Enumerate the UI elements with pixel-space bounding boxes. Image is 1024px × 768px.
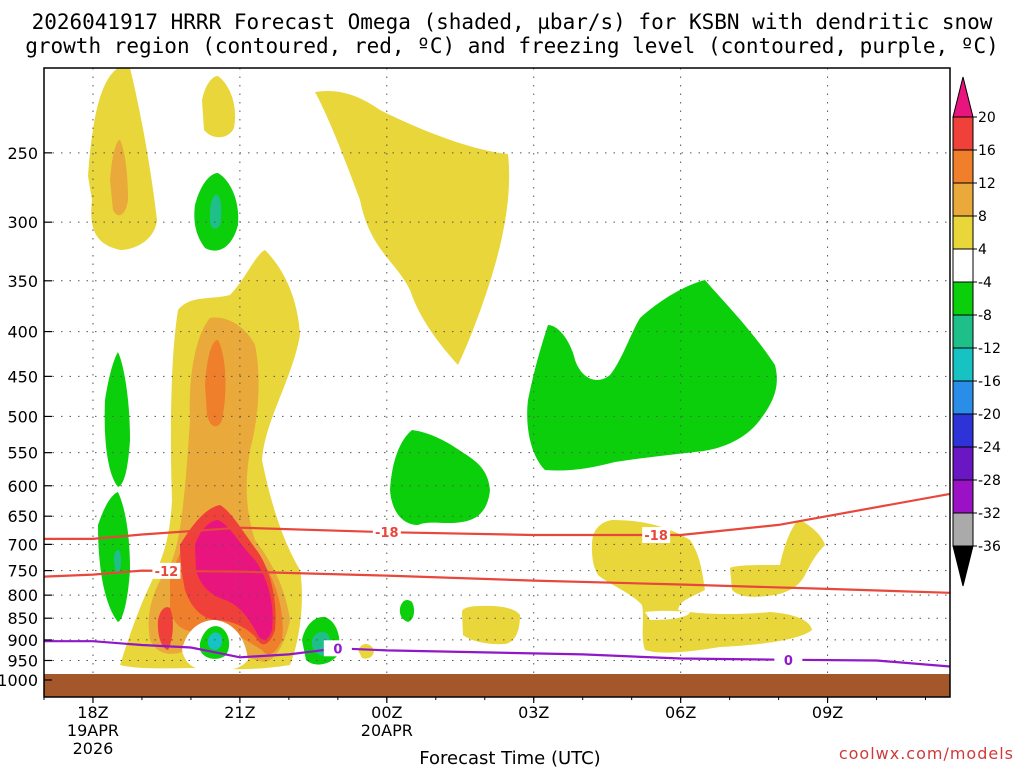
contour-label: -12 — [155, 565, 179, 580]
y-tick-label: 900 — [7, 631, 38, 650]
colorbar-label: -4 — [978, 275, 992, 291]
contour-line — [44, 569, 950, 594]
omega-region — [399, 600, 415, 622]
colorbar-top-arrow — [952, 76, 974, 118]
y-tick-label: 850 — [7, 609, 38, 628]
omega-region — [462, 605, 520, 645]
y-tick-label: 700 — [7, 535, 38, 554]
x-tick-sublabel: 19APR — [67, 721, 119, 740]
contour-label: 0 — [333, 642, 342, 657]
y-tick-label: 600 — [7, 477, 38, 496]
ground-surface — [44, 674, 950, 697]
y-tick-label: 1000 — [0, 671, 38, 690]
x-tick-label: 09Z — [812, 703, 843, 722]
colorbar-label: -20 — [978, 407, 1001, 423]
colorbar-label: -36 — [978, 539, 1001, 555]
colorbar-swatch — [952, 281, 974, 316]
contour-label: -18 — [644, 529, 668, 544]
x-tick-label: 21Z — [224, 703, 255, 722]
colorbar-label: -16 — [978, 374, 1001, 390]
chart-title-line-2: growth region (contoured, red, ºC) and f… — [25, 34, 999, 58]
grid-lines — [44, 68, 950, 697]
colorbar-swatch — [952, 149, 974, 184]
colorbar: 20 16 12 8 4 -4 -8 -12 -16 -20 -24 -28 -32 -36 — [952, 76, 1001, 587]
omega-region — [358, 644, 374, 659]
colorbar-label: 4 — [978, 242, 987, 258]
x-tick-label: 00Z — [371, 703, 402, 722]
omega-region — [730, 520, 825, 597]
omega-region — [110, 140, 128, 216]
y-tick-label: 450 — [7, 367, 38, 386]
y-tick-label: 800 — [7, 586, 38, 605]
contour-label: 0 — [784, 654, 793, 669]
colorbar-swatch — [952, 446, 974, 481]
colorbar-label: 20 — [978, 110, 996, 126]
x-tick-sublabel: 20APR — [361, 721, 413, 740]
y-tick-label: 750 — [7, 562, 38, 581]
credit-text: coolwx.com/models — [838, 744, 1014, 763]
colorbar-label: -28 — [978, 473, 1001, 489]
y-tick-label: 400 — [7, 323, 38, 342]
omega-region — [207, 632, 223, 650]
omega-region — [210, 194, 222, 229]
contour-label: -18 — [375, 526, 399, 541]
y-tick-label: 650 — [7, 507, 38, 526]
x-tick-label: 06Z — [665, 703, 696, 722]
omega-region — [98, 492, 130, 622]
contour-label-bg — [642, 527, 671, 544]
temperature-contours: -18 -18 -12 0 0 — [44, 492, 950, 669]
y-tick-label: 500 — [7, 407, 38, 426]
omega-region — [114, 549, 122, 574]
y-tick-label: 350 — [7, 272, 38, 291]
plot-frame — [43, 67, 951, 698]
contour-label-bg — [323, 640, 352, 657]
omega-region — [202, 76, 236, 138]
colorbar-swatch — [952, 413, 974, 448]
omega-region — [205, 340, 226, 427]
contour-line — [44, 640, 950, 668]
y-tick-label: 550 — [7, 444, 38, 463]
colorbar-bottom-arrow — [952, 545, 974, 587]
colorbar-swatch — [952, 380, 974, 415]
omega-region — [527, 280, 777, 471]
colorbar-swatch — [952, 347, 974, 382]
colorbar-label: 16 — [978, 143, 996, 159]
omega-region — [315, 90, 510, 365]
omega-shading — [88, 68, 825, 672]
omega-region — [157, 607, 173, 650]
y-tick-label: 300 — [7, 213, 38, 232]
colorbar-label: -12 — [978, 341, 1001, 357]
x-tick-label: 18Z — [77, 703, 108, 722]
y-tick-label: 250 — [7, 144, 38, 163]
chart-title-line-1: 2026041917 HRRR Forecast Omega (shaded, … — [31, 10, 993, 34]
x-tick-label: 03Z — [518, 703, 549, 722]
contour-label-bg — [774, 651, 803, 668]
colorbar-label: 12 — [978, 176, 996, 192]
colorbar-label: 8 — [978, 209, 987, 225]
y-axis: 250 300 350 400 450 500 550 600 650 700 750 800 850 9… — [0, 144, 52, 690]
x-axis-label: Forecast Time (UTC) — [419, 748, 600, 768]
y-tick-label: 950 — [7, 651, 38, 670]
colorbar-swatch — [952, 116, 974, 151]
omega-region — [195, 520, 273, 640]
contour-label-bg — [152, 562, 181, 579]
omega-region — [104, 352, 130, 487]
x-tick-sublabel: 2026 — [73, 739, 114, 758]
omega-region — [592, 520, 812, 653]
colorbar-swatch — [952, 248, 974, 283]
omega-region — [390, 430, 490, 525]
colorbar-swatch — [952, 314, 974, 349]
contour-label-bg — [372, 524, 401, 541]
colorbar-label: -24 — [978, 440, 1001, 456]
colorbar-swatch — [952, 512, 974, 547]
colorbar-label: -32 — [978, 506, 1001, 522]
colorbar-swatch — [952, 479, 974, 514]
colorbar-swatch — [952, 215, 974, 250]
colorbar-label: -8 — [978, 308, 992, 324]
colorbar-swatch — [952, 182, 974, 217]
